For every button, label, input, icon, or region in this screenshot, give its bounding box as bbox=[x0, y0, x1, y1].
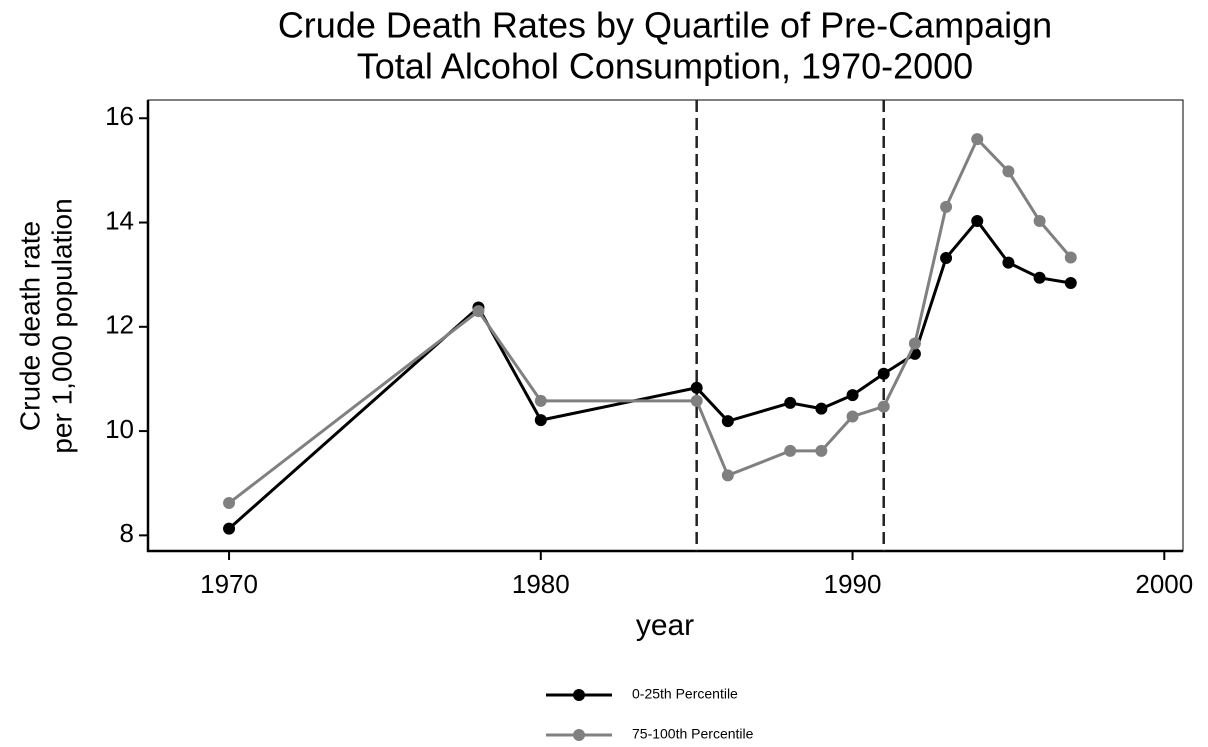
data-point bbox=[940, 200, 953, 213]
data-point bbox=[223, 522, 236, 535]
data-point bbox=[784, 444, 797, 457]
data-point bbox=[1002, 256, 1015, 269]
data-point bbox=[534, 394, 547, 407]
data-point bbox=[223, 497, 236, 510]
legend-swatch-marker bbox=[573, 729, 585, 741]
legend-label: 0-25th Percentile bbox=[632, 686, 738, 702]
chart-title: Total Alcohol Consumption, 1970-2000 bbox=[357, 46, 973, 87]
legend-label: 75-100th Percentile bbox=[632, 726, 754, 742]
y-tick-label: 10 bbox=[105, 414, 134, 444]
chart-title: Crude Death Rates by Quartile of Pre-Cam… bbox=[278, 5, 1052, 46]
x-tick-label: 1970 bbox=[200, 569, 258, 599]
y-tick-label: 16 bbox=[105, 101, 134, 131]
data-point bbox=[690, 381, 703, 394]
y-axis-label-line: per 1,000 population bbox=[46, 198, 77, 453]
data-point bbox=[908, 337, 921, 350]
x-axis-label: year bbox=[636, 609, 694, 642]
y-axis-label-line: Crude death rate bbox=[14, 221, 45, 431]
x-tick-label: 1980 bbox=[512, 569, 570, 599]
x-tick-label: 1990 bbox=[824, 569, 882, 599]
data-point bbox=[1002, 165, 1015, 178]
y-tick-label: 12 bbox=[105, 310, 134, 340]
data-point bbox=[971, 214, 984, 227]
data-point bbox=[877, 400, 890, 413]
legend-swatch-marker bbox=[573, 689, 585, 701]
y-tick-label: 14 bbox=[105, 205, 134, 235]
data-point bbox=[1033, 271, 1046, 284]
data-point bbox=[846, 389, 859, 402]
data-point bbox=[940, 251, 953, 264]
x-tick-label: 2000 bbox=[1135, 569, 1193, 599]
y-axis-label: Crude death rate per 1,000 population bbox=[14, 198, 77, 453]
data-point bbox=[690, 394, 703, 407]
data-point bbox=[534, 414, 547, 427]
data-point bbox=[721, 415, 734, 428]
data-point bbox=[784, 396, 797, 409]
data-point bbox=[472, 305, 485, 318]
y-tick-label: 8 bbox=[120, 518, 134, 548]
data-point bbox=[815, 402, 828, 415]
data-point bbox=[721, 469, 734, 482]
data-point bbox=[846, 410, 859, 423]
data-point bbox=[971, 133, 984, 146]
data-point bbox=[877, 367, 890, 380]
data-point bbox=[1064, 251, 1077, 264]
data-point bbox=[815, 444, 828, 457]
data-point bbox=[1064, 277, 1077, 290]
data-point bbox=[1033, 214, 1046, 227]
